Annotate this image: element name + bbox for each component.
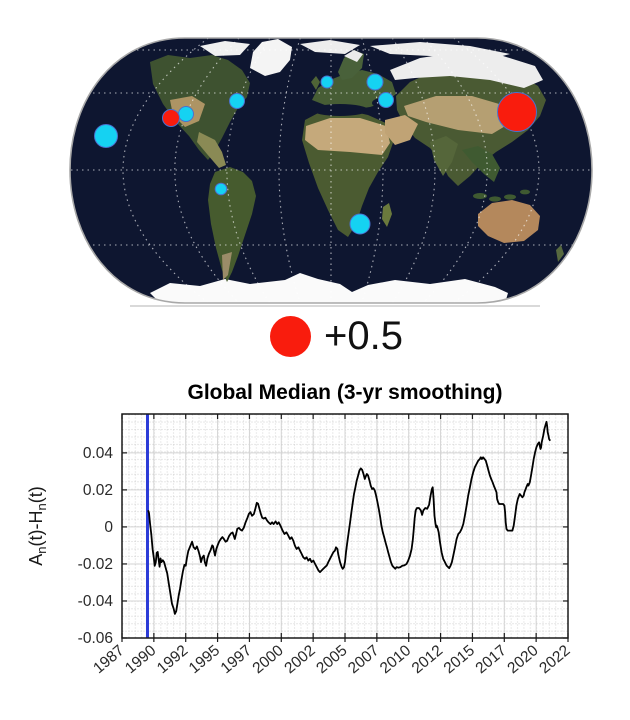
size-legend: +0.5 bbox=[0, 312, 630, 368]
y-tick-label: -0.02 bbox=[78, 556, 113, 573]
timeseries-chart: 1987199019921995199720002002200520072010… bbox=[26, 381, 574, 677]
x-tick-label: 2000 bbox=[250, 642, 288, 677]
station-marker bbox=[366, 73, 384, 91]
y-tick-label: 0.04 bbox=[83, 445, 114, 462]
x-tick-label: 2005 bbox=[313, 642, 350, 677]
station-marker bbox=[162, 109, 180, 127]
y-tick-label: 0 bbox=[104, 519, 113, 536]
x-tick-label: 2017 bbox=[473, 642, 510, 677]
x-tick-label: 1990 bbox=[122, 642, 160, 677]
x-tick-label: 2022 bbox=[536, 642, 573, 677]
x-tick-label: 1995 bbox=[186, 642, 223, 677]
station-marker bbox=[320, 75, 334, 89]
station-markers bbox=[94, 73, 537, 235]
world-map bbox=[69, 37, 593, 307]
x-tick-label: 1987 bbox=[90, 642, 127, 677]
x-tick-label: 1992 bbox=[154, 642, 191, 677]
x-tick-label: 2010 bbox=[377, 642, 415, 677]
station-marker bbox=[229, 93, 245, 109]
x-tick-label: 1997 bbox=[218, 642, 255, 677]
station-marker bbox=[178, 106, 194, 122]
chart-title: Global Median (3-yr smoothing) bbox=[187, 381, 502, 404]
x-tick-label: 2020 bbox=[504, 642, 542, 677]
y-tick-label: -0.06 bbox=[78, 630, 113, 647]
y-tick-label: 0.02 bbox=[83, 482, 113, 499]
map-outline bbox=[69, 37, 593, 304]
station-marker bbox=[497, 92, 537, 132]
station-marker bbox=[94, 124, 118, 148]
chart-series-line bbox=[147, 420, 551, 615]
y-tick-label: -0.04 bbox=[78, 593, 114, 610]
legend-positive-marker bbox=[270, 316, 311, 357]
station-marker bbox=[349, 213, 371, 235]
x-tick-label: 2015 bbox=[441, 642, 478, 677]
station-marker bbox=[378, 92, 394, 108]
x-tick-label: 2002 bbox=[281, 642, 318, 677]
y-axis-label: An(t)-Hn(t) bbox=[26, 486, 49, 565]
tick-marks bbox=[121, 414, 569, 642]
x-tick-label: 2007 bbox=[345, 642, 382, 677]
legend-value-label: +0.5 bbox=[324, 314, 403, 358]
station-marker bbox=[214, 182, 228, 196]
x-tick-label: 2012 bbox=[409, 642, 446, 677]
